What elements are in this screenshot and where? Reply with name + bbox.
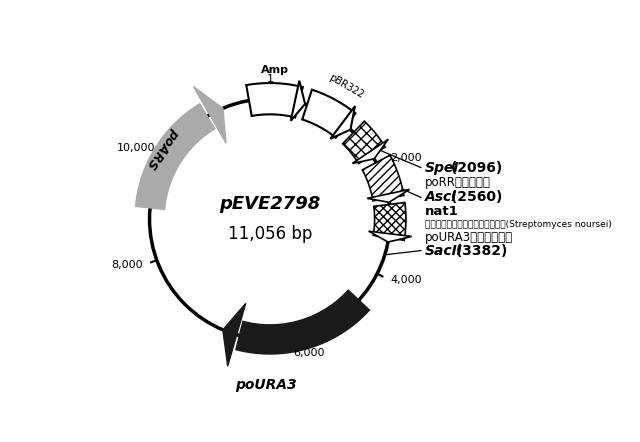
Polygon shape: [353, 139, 388, 164]
Polygon shape: [246, 83, 303, 118]
Text: 8,000: 8,000: [111, 260, 143, 270]
Text: SacII: SacII: [425, 244, 463, 258]
Text: 4,000: 4,000: [390, 275, 422, 285]
Polygon shape: [193, 87, 226, 143]
Text: poRRプロモータ: poRRプロモータ: [425, 176, 491, 189]
Text: 10,000: 10,000: [117, 143, 156, 152]
Text: poARS: poARS: [144, 126, 181, 171]
Text: 1: 1: [266, 74, 273, 84]
Text: 6,000: 6,000: [294, 348, 325, 358]
Polygon shape: [367, 189, 410, 202]
Polygon shape: [342, 121, 385, 164]
Polygon shape: [362, 155, 404, 201]
Polygon shape: [369, 231, 412, 242]
Text: poURA3: poURA3: [235, 378, 296, 392]
Text: (2560): (2560): [446, 191, 502, 205]
Text: Amp: Amp: [260, 65, 289, 75]
Polygon shape: [373, 202, 406, 240]
Text: ストレプトマイセス・ノウルセイ(Streptomyces noursei): ストレプトマイセス・ノウルセイ(Streptomyces noursei): [425, 221, 612, 229]
Polygon shape: [223, 303, 246, 366]
Polygon shape: [302, 90, 355, 137]
Text: SpeI: SpeI: [425, 160, 460, 175]
Text: 11,056 bp: 11,056 bp: [228, 225, 312, 243]
Text: poURA3ターミネータ: poURA3ターミネータ: [425, 231, 513, 244]
Text: pEVE2798: pEVE2798: [220, 195, 321, 213]
Text: (3382): (3382): [451, 244, 508, 258]
Text: AscI: AscI: [425, 191, 458, 205]
Polygon shape: [330, 106, 355, 139]
Text: nat1: nat1: [425, 205, 459, 218]
Polygon shape: [291, 81, 305, 121]
Text: (2096): (2096): [446, 160, 502, 175]
Text: pBR322: pBR322: [327, 73, 365, 101]
Text: 2,000: 2,000: [390, 153, 422, 163]
